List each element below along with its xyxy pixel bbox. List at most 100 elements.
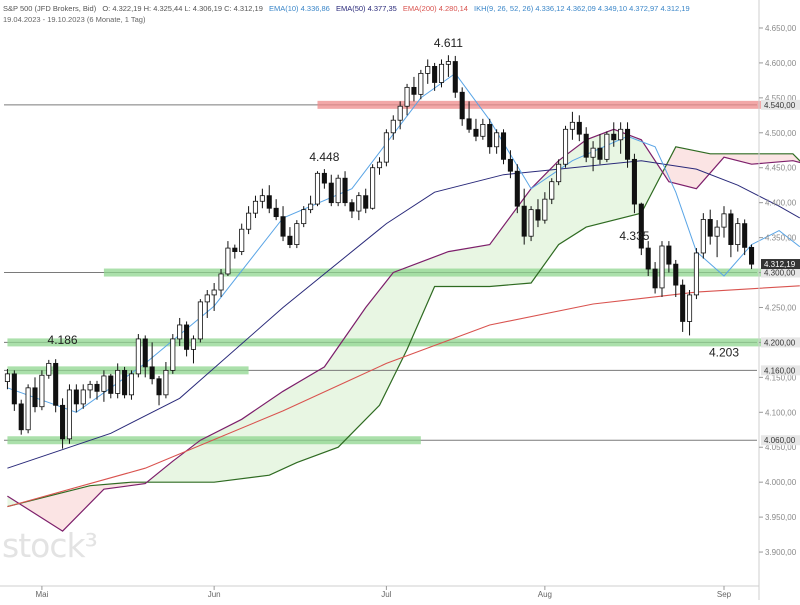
y-tick-label: 4.600,00 [765,59,797,68]
candle-down [576,121,582,135]
candle-up [480,124,486,137]
candle-down [583,133,589,158]
candle-down [156,378,162,396]
ichimoku-legend: IKH(9, 26, 52, 26) 4.336,12 4.362,09 4.3… [474,4,690,13]
candle-down [266,195,272,209]
candle-up [549,181,555,200]
candle-down [328,182,334,204]
ema50-line [7,160,800,469]
y-tick-label: 4.650,00 [765,24,797,33]
level-label: 4.540,00 [764,101,796,110]
candle-down [514,170,520,207]
candle-down [631,158,637,205]
price-annotation: 4.203 [709,345,739,359]
candle-down [611,133,617,141]
y-tick-label: 4.350,00 [765,234,797,243]
level-label-box [761,337,800,348]
candle-up [87,383,93,391]
candle-up [569,121,575,130]
candle-down [521,205,527,237]
candle-up [383,132,389,163]
candle-down [473,128,479,137]
ichimoku-span-b-line [7,146,800,508]
candle-down [673,263,679,286]
candle-down [645,247,651,270]
candle-down [652,268,658,289]
support-zone [7,366,249,375]
candle-down [142,338,148,368]
candle-down [287,235,293,245]
level-label-box [761,267,800,278]
price-annotation: 4.186 [48,333,78,347]
ohlc-readout: O: 4.322,19 H: 4.325,44 L: 4.306,19 C: 4… [102,4,263,13]
candle-down [411,86,417,95]
candle-up [211,289,217,296]
candle-up [177,324,183,340]
candle-up [438,63,445,83]
ema10-legend: EMA(10) 4.336,86 [268,4,330,13]
current-price-box [761,259,800,270]
level-label: 4.300,00 [764,269,796,278]
candle-down [707,219,713,237]
resistance-zone [317,100,800,109]
candle-up [135,338,141,375]
candle-up [604,133,610,160]
candle-up [128,373,134,396]
candle-up [721,213,727,228]
level-label: 4.200,00 [764,338,796,347]
candle-down [73,389,79,405]
y-tick-label: 4.000,00 [765,478,797,487]
candle-down [273,207,279,218]
candle-down [432,66,438,83]
ema200-line [7,285,800,508]
x-tick-label: Sep [717,590,732,599]
y-tick-label: 4.150,00 [765,373,797,382]
candle-up [314,172,321,205]
candle-down [122,369,128,396]
candle-down [32,387,38,408]
candle-up [294,223,300,245]
candle-up [259,195,265,202]
candle-up [445,61,451,65]
candle-up [218,273,224,291]
cloud-bear-area [663,146,800,189]
candle-up [80,389,86,405]
candle-down [363,195,369,209]
candle-down [500,132,507,160]
candle-down [452,61,458,93]
candle-up [4,373,10,382]
candle-down [11,373,17,405]
candle-down [597,147,603,160]
candle-up [693,252,699,296]
x-tick-label: Mai [35,590,48,599]
candle-down [638,203,644,249]
stock3-logo: stock³ [2,526,98,565]
candle-down [321,172,327,184]
ema200-legend: EMA(200) 4.280,14 [402,4,468,13]
level-label-box [761,435,800,446]
y-tick-label: 3.950,00 [765,513,797,522]
candle-up [308,203,314,211]
price-annotation: 4.448 [309,150,339,164]
candle-up [735,223,741,245]
candle-up [25,387,31,431]
support-zone [103,268,800,277]
candle-up [356,195,362,212]
candle-up [101,375,107,392]
candle-up [239,228,245,252]
candle-up [618,128,624,141]
candle-up [494,132,500,148]
candle-up [301,209,307,225]
level-label-box [761,99,800,110]
ichimoku-span-a-line [7,128,800,532]
candle-up [46,362,52,376]
candle-up [370,167,376,209]
candle-up [66,389,72,440]
x-tick-label: Jul [381,590,391,599]
candle-up [190,338,197,350]
current-price-label: 4.312,19 [764,260,796,269]
candle-up [556,163,562,183]
candle-down [625,128,631,160]
